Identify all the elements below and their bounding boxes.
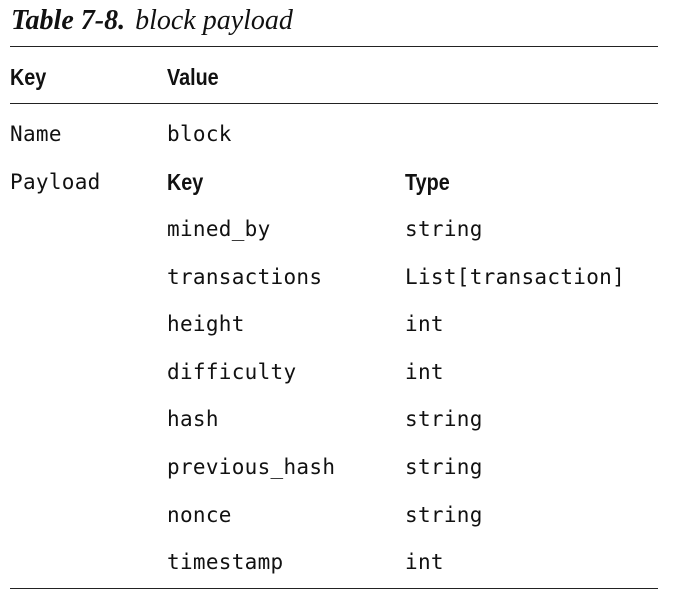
column-header-key: Key	[10, 64, 47, 90]
table-number: Table 7-8.	[11, 5, 126, 36]
row-name-key: Name	[10, 122, 62, 146]
field-type: int	[405, 312, 444, 336]
field-type: string	[405, 503, 483, 527]
field-type: int	[405, 550, 444, 574]
field-key: transactions	[167, 265, 323, 289]
table-title: block payload	[135, 5, 293, 36]
field-key: nonce	[167, 503, 232, 527]
bottom-rule	[10, 588, 658, 589]
field-key: mined_by	[167, 217, 271, 241]
field-key: hash	[167, 407, 219, 431]
row-payload-key: Payload	[10, 170, 101, 194]
column-header-value: Value	[167, 64, 219, 90]
field-type: int	[405, 360, 444, 384]
row-name-value: block	[167, 122, 232, 146]
payload-subheader-key: Key	[167, 169, 204, 195]
field-type: List[transaction]	[405, 265, 626, 289]
top-rule	[10, 46, 658, 47]
field-type: string	[405, 217, 483, 241]
field-key: height	[167, 312, 245, 336]
field-type: string	[405, 407, 483, 431]
header-rule	[10, 103, 658, 104]
field-key: timestamp	[167, 550, 284, 574]
table-caption: Table 7-8. block payload	[11, 0, 293, 42]
field-key: difficulty	[167, 360, 297, 384]
field-type: string	[405, 455, 483, 479]
payload-subheader-type: Type	[405, 169, 450, 195]
field-key: previous_hash	[167, 455, 336, 479]
